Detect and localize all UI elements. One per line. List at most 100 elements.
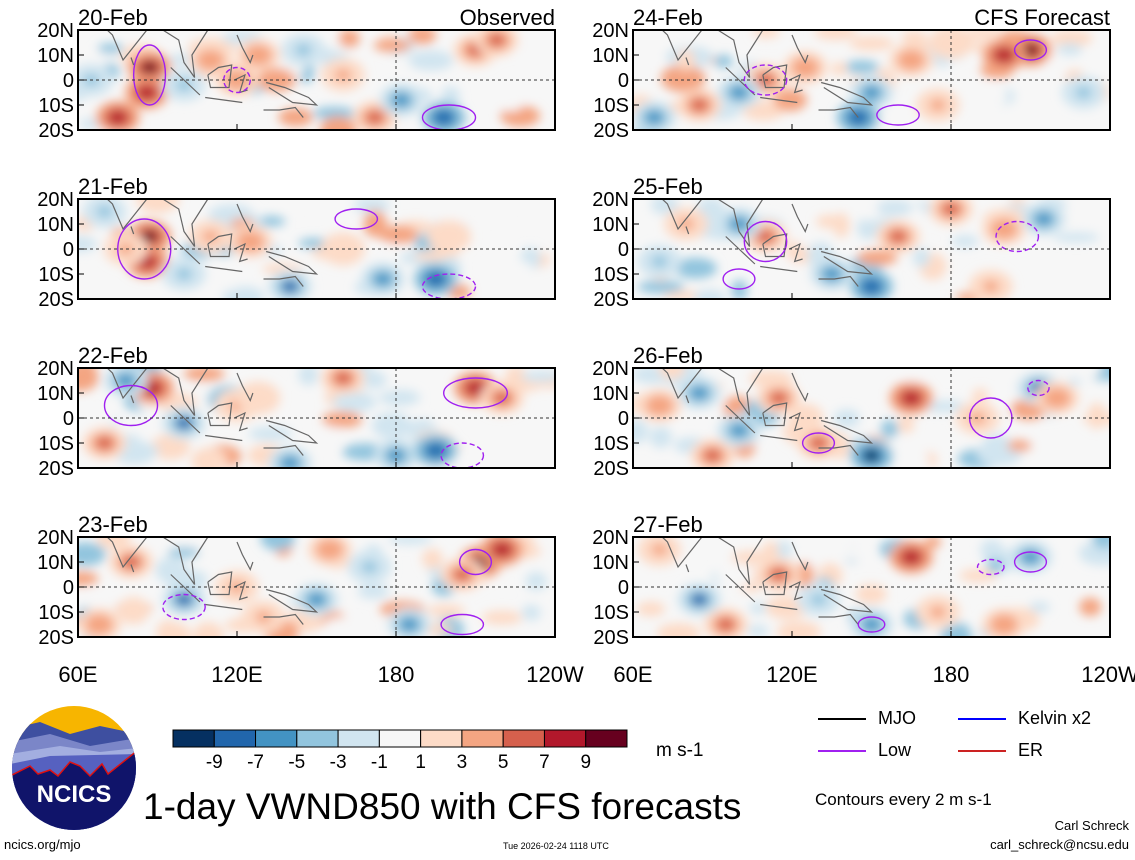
coastline <box>789 73 803 94</box>
anomaly-blob <box>332 391 377 413</box>
anomaly-blob <box>151 434 191 460</box>
coastline <box>234 411 248 432</box>
y-tick-label: 20S <box>593 627 629 649</box>
anomaly-blob <box>747 625 769 637</box>
site-link[interactable]: ncics.org/mjo <box>4 837 81 852</box>
coastline <box>725 67 756 96</box>
anomaly-field <box>633 199 1110 299</box>
y-tick-label: 0 <box>63 70 74 92</box>
coastline <box>760 434 798 442</box>
low-contour <box>1013 551 1048 573</box>
y-tick-label: 0 <box>618 70 629 92</box>
y-tick-label: 20N <box>592 358 629 380</box>
anomaly-blob <box>920 400 967 413</box>
anomaly-feature <box>797 61 814 74</box>
anomaly-blob <box>521 604 541 621</box>
anomaly-blob <box>880 419 899 439</box>
coastline <box>130 57 135 66</box>
anomaly-feature <box>401 618 418 631</box>
coastline <box>234 73 248 94</box>
coastline <box>717 368 764 416</box>
anomaly-feature <box>427 444 444 457</box>
colorbar-tick-label: -1 <box>371 752 388 773</box>
anomaly-blob <box>378 225 419 244</box>
colorbar-tick-label: -9 <box>206 752 223 773</box>
anomaly-blob <box>844 60 879 74</box>
coastline <box>685 57 690 66</box>
anomaly-blob <box>959 568 998 583</box>
anomaly-blob <box>1057 42 1083 56</box>
anomaly-blob <box>488 259 533 277</box>
y-tick-label: 0 <box>618 239 629 261</box>
low-contour <box>162 593 206 621</box>
anomaly-blob <box>716 562 754 588</box>
coastline <box>162 30 209 78</box>
anomaly-blob <box>674 257 718 279</box>
colorbar-swatch <box>543 729 587 748</box>
anomaly-feature <box>757 230 774 243</box>
anomaly-feature <box>202 230 219 243</box>
coastline <box>717 199 764 247</box>
y-tick-label: 10S <box>593 95 629 117</box>
anomaly-feature <box>91 618 108 631</box>
anomaly-blob <box>338 30 360 48</box>
colorbar-tick-label: 3 <box>457 752 468 773</box>
colorbar-tick-label: -3 <box>330 752 347 773</box>
coastline <box>725 405 756 434</box>
y-tick-label: 0 <box>63 408 74 430</box>
anomaly-feature <box>929 606 946 618</box>
anomaly-blob <box>260 537 295 551</box>
panel-24-Feb: 24-Feb CFS Forecast 20N 10N 0 10S 20S <box>592 5 1111 142</box>
coastline <box>263 444 304 456</box>
low-contour <box>722 268 756 290</box>
anomaly-blob <box>421 548 443 570</box>
legend-entry-er: ER <box>958 740 1043 761</box>
anomaly-feature <box>996 49 1012 61</box>
y-tick-label: 10S <box>38 95 74 117</box>
anomaly-blob <box>373 38 412 52</box>
coastlines <box>661 368 874 456</box>
anomaly-blob <box>749 602 768 615</box>
anomaly-blob <box>773 88 808 112</box>
colorbar-swatch <box>213 729 257 748</box>
anomaly-blob <box>676 49 695 71</box>
anomaly-blobs <box>78 368 555 468</box>
anomaly-blob <box>123 444 161 455</box>
y-tick-label: 20S <box>38 627 74 649</box>
legend-line <box>818 749 866 752</box>
y-tick-label: 20S <box>593 289 629 311</box>
coastline <box>661 199 704 231</box>
anomaly-feature <box>717 618 734 631</box>
y-tick-label: 10N <box>37 45 74 67</box>
coastline <box>106 199 149 231</box>
anomaly-feature <box>1035 213 1052 225</box>
anomaly-feature <box>863 86 880 99</box>
y-tick-label: 20S <box>38 120 74 142</box>
coastline <box>685 395 690 404</box>
figure-title: 1-day VWND850 with CFS forecasts <box>143 786 742 827</box>
legend-label: Low <box>878 740 912 760</box>
anomaly-blob <box>636 601 666 617</box>
anomaly-blob <box>525 571 548 591</box>
anomaly-blob <box>909 449 930 468</box>
anomaly-field <box>78 368 555 468</box>
coastline <box>170 574 201 603</box>
anomaly-blob <box>387 537 433 545</box>
anomaly-blob <box>357 583 390 599</box>
anomaly-feature <box>250 49 267 61</box>
anomaly-blob <box>1029 601 1051 613</box>
anomaly-blob <box>163 623 191 637</box>
anomaly-feature <box>691 387 708 399</box>
low-contour <box>334 208 379 230</box>
coastline <box>685 226 690 235</box>
anomaly-blob <box>474 200 507 219</box>
anomaly-blob <box>408 50 454 71</box>
anomaly-feature <box>903 54 920 66</box>
coastline <box>661 368 704 400</box>
x-tick-label: 120E <box>211 662 262 687</box>
anomaly-blob <box>278 199 315 206</box>
coastline <box>791 203 809 233</box>
coastline <box>106 368 149 400</box>
anomaly-blob <box>481 610 523 625</box>
